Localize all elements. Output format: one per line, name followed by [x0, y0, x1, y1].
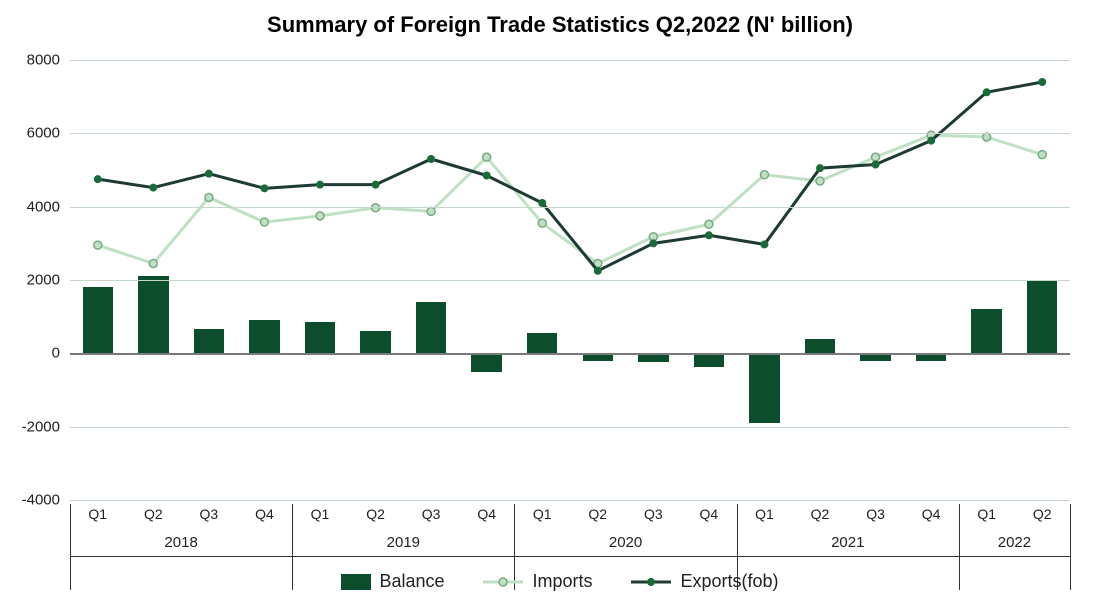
- marker-imports: [372, 204, 380, 212]
- legend-label-imports: Imports: [533, 571, 593, 592]
- xtick-label: Q4: [255, 506, 274, 522]
- marker-exports: [816, 164, 824, 172]
- year-label: 2018: [164, 534, 197, 551]
- marker-exports: [594, 267, 602, 275]
- xtick-label: Q2: [1033, 506, 1052, 522]
- xtick-label: Q3: [422, 506, 441, 522]
- marker-exports: [649, 239, 657, 247]
- marker-imports: [1038, 151, 1046, 159]
- marker-exports: [316, 181, 324, 189]
- xtick-label: Q1: [977, 506, 996, 522]
- marker-exports: [427, 155, 435, 163]
- year-label: 2020: [609, 534, 642, 551]
- xtick-label: Q1: [755, 506, 774, 522]
- gridline: [70, 207, 1070, 208]
- marker-exports: [94, 175, 102, 183]
- xtick-label: Q3: [644, 506, 663, 522]
- marker-imports: [760, 171, 768, 179]
- xtick-label: Q3: [200, 506, 219, 522]
- marker-imports: [205, 194, 213, 202]
- ytick-label: 6000: [27, 125, 70, 142]
- ytick-label: -4000: [22, 492, 70, 509]
- legend-item-exports: Exports(fob): [629, 571, 779, 592]
- xtick-label: Q4: [477, 506, 496, 522]
- marker-exports: [483, 172, 491, 180]
- xtick-label: Q2: [588, 506, 607, 522]
- year-baseline: [70, 556, 1070, 557]
- legend: Balance Imports Exports(fob): [0, 571, 1120, 592]
- legend-label-balance: Balance: [379, 571, 444, 592]
- marker-exports: [149, 184, 157, 192]
- xtick-label: Q2: [144, 506, 163, 522]
- ytick-label: 8000: [27, 52, 70, 69]
- marker-exports: [760, 240, 768, 248]
- marker-exports: [927, 137, 935, 145]
- marker-imports: [316, 212, 324, 220]
- chart-container: { "chart": { "type": "bar+line", "title"…: [0, 0, 1120, 608]
- marker-imports: [149, 260, 157, 268]
- ytick-label: 2000: [27, 272, 70, 289]
- chart-title: Summary of Foreign Trade Statistics Q2,2…: [0, 12, 1120, 38]
- marker-exports: [983, 88, 991, 96]
- gridline: [70, 427, 1070, 428]
- legend-swatch-balance: [341, 574, 371, 590]
- xtick-label: Q1: [533, 506, 552, 522]
- year-label: 2022: [998, 534, 1031, 551]
- marker-exports: [260, 184, 268, 192]
- gridline: [70, 280, 1070, 281]
- plot-area: -4000-200002000400060008000 Q1Q2Q3Q4Q1Q2…: [70, 60, 1070, 500]
- marker-imports: [94, 241, 102, 249]
- gridline: [70, 133, 1070, 134]
- marker-exports: [205, 170, 213, 178]
- xtick-label: Q1: [88, 506, 107, 522]
- xtick-label: Q4: [922, 506, 941, 522]
- gridline: [70, 60, 1070, 61]
- legend-item-imports: Imports: [481, 571, 593, 592]
- marker-exports: [372, 181, 380, 189]
- xtick-label: Q2: [366, 506, 385, 522]
- marker-imports: [538, 219, 546, 227]
- marker-exports: [1038, 78, 1046, 86]
- marker-imports: [872, 153, 880, 161]
- marker-imports: [705, 220, 713, 228]
- legend-swatch-exports: [629, 573, 673, 591]
- ytick-label: -2000: [22, 418, 70, 435]
- marker-exports: [705, 231, 713, 239]
- marker-exports: [872, 161, 880, 169]
- legend-swatch-imports: [481, 573, 525, 591]
- legend-label-exports: Exports(fob): [681, 571, 779, 592]
- year-label: 2019: [387, 534, 420, 551]
- marker-imports: [483, 153, 491, 161]
- xtick-label: Q4: [700, 506, 719, 522]
- gridline: [70, 500, 1070, 501]
- marker-imports: [427, 207, 435, 215]
- ytick-label: 0: [52, 345, 70, 362]
- xtick-label: Q3: [866, 506, 885, 522]
- axis-zero: [70, 353, 1070, 355]
- ytick-label: 4000: [27, 198, 70, 215]
- year-label: 2021: [831, 534, 864, 551]
- marker-imports: [816, 177, 824, 185]
- legend-item-balance: Balance: [341, 571, 444, 592]
- marker-imports: [260, 218, 268, 226]
- xtick-label: Q1: [311, 506, 330, 522]
- xtick-label: Q2: [811, 506, 830, 522]
